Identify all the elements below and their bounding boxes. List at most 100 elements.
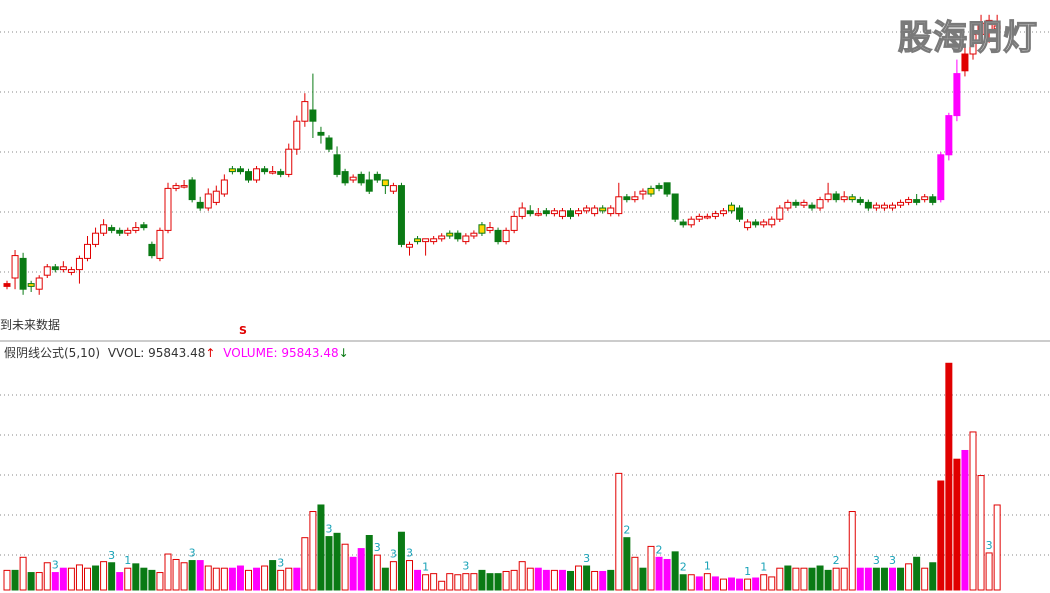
candle-body — [816, 199, 824, 209]
volume-count-label: 3 — [52, 559, 59, 572]
sell-signal-marker: S — [239, 324, 247, 337]
candle-body — [373, 173, 381, 181]
volume-bar — [575, 565, 583, 591]
candle-body — [381, 179, 389, 187]
candle-body — [27, 283, 35, 287]
candle-body — [446, 232, 454, 237]
candle-body — [679, 221, 687, 226]
volume-bar — [389, 561, 397, 591]
candle-body — [414, 238, 422, 243]
candle-body — [277, 171, 285, 175]
volume-bar — [132, 563, 140, 591]
volume-bar — [414, 569, 422, 591]
volume-count-label: 3 — [406, 547, 413, 560]
volume-count-label: 3 — [189, 547, 196, 560]
candle-body — [937, 154, 945, 201]
volume-count-label: 3 — [374, 541, 381, 554]
volume-bar — [478, 569, 486, 591]
candle-body — [301, 101, 309, 122]
volume-bar — [728, 577, 735, 591]
candle-body — [293, 120, 301, 150]
candle-body — [285, 148, 293, 175]
volume-bar — [51, 572, 59, 591]
volume-bar — [872, 567, 880, 591]
candle-body — [430, 238, 438, 243]
candle-body — [84, 243, 91, 259]
volume-bar — [325, 536, 333, 591]
candle-body — [864, 201, 872, 209]
candle-body — [534, 213, 542, 216]
candle-body — [848, 196, 856, 201]
candle-body — [824, 193, 832, 201]
volume-bar — [679, 574, 687, 591]
volume-bar — [301, 537, 309, 591]
candle-body — [164, 187, 172, 231]
volume-bar — [695, 576, 703, 591]
candle-body — [792, 201, 800, 206]
volume-bar — [124, 567, 132, 591]
candle-body — [776, 207, 784, 220]
volume-bar — [43, 562, 51, 591]
candle-body — [188, 179, 196, 201]
volume-bar — [470, 573, 478, 591]
volume-bar — [212, 567, 220, 591]
volume-bar — [639, 567, 647, 591]
volume-bar — [446, 573, 454, 591]
candle-body — [711, 213, 719, 217]
volume-bar — [228, 567, 236, 591]
volume-bar — [245, 569, 252, 591]
candle-body — [92, 232, 100, 245]
watermark-logo: 股海明灯 — [897, 17, 1038, 58]
candle-body — [985, 19, 993, 33]
candle-body — [905, 199, 913, 203]
volume-bar — [687, 574, 695, 591]
candle-body — [116, 229, 124, 234]
candle-body — [245, 171, 252, 181]
candle-body — [148, 243, 156, 257]
candle-body — [51, 266, 59, 271]
volume-bar — [341, 543, 349, 591]
candle-body — [808, 204, 816, 209]
candle-body — [663, 182, 671, 195]
volume-bar — [808, 567, 816, 591]
candle-body — [204, 193, 212, 209]
candle-body — [325, 137, 333, 150]
candle-body — [462, 235, 470, 243]
candle-body — [872, 204, 880, 209]
candle-body — [470, 232, 478, 237]
volume-bar — [357, 548, 365, 591]
candle-body — [156, 229, 164, 259]
volume-bar — [776, 567, 784, 591]
volume-bar — [261, 565, 269, 591]
candle-body — [11, 255, 19, 279]
volume-bar — [631, 556, 639, 591]
volume-bar — [406, 560, 413, 591]
volume-bar — [905, 563, 913, 591]
volume-bar — [196, 560, 204, 591]
volume-bar — [800, 567, 808, 591]
candle-body — [800, 201, 808, 206]
candle-body — [880, 204, 888, 209]
volume-bar — [285, 567, 293, 591]
candle-body — [19, 257, 27, 290]
volume-bar — [937, 480, 945, 591]
volume-bar — [502, 570, 510, 591]
volume-bar — [35, 572, 43, 591]
candle-body — [607, 207, 615, 215]
volume-count-label: 3 — [390, 548, 397, 561]
volume-count-label: 3 — [108, 549, 115, 562]
volume-bar — [784, 565, 792, 591]
volume-bar — [277, 569, 285, 591]
grid-lines — [0, 31, 1050, 556]
volume-bar — [27, 572, 35, 591]
candle-body — [59, 266, 67, 271]
candle-body — [454, 232, 462, 240]
volume-bar — [84, 567, 91, 591]
candle-body — [671, 193, 679, 220]
candle-body — [736, 207, 744, 220]
volume-bar — [703, 573, 711, 591]
candle-body — [3, 283, 11, 287]
volume-bar — [333, 532, 341, 591]
